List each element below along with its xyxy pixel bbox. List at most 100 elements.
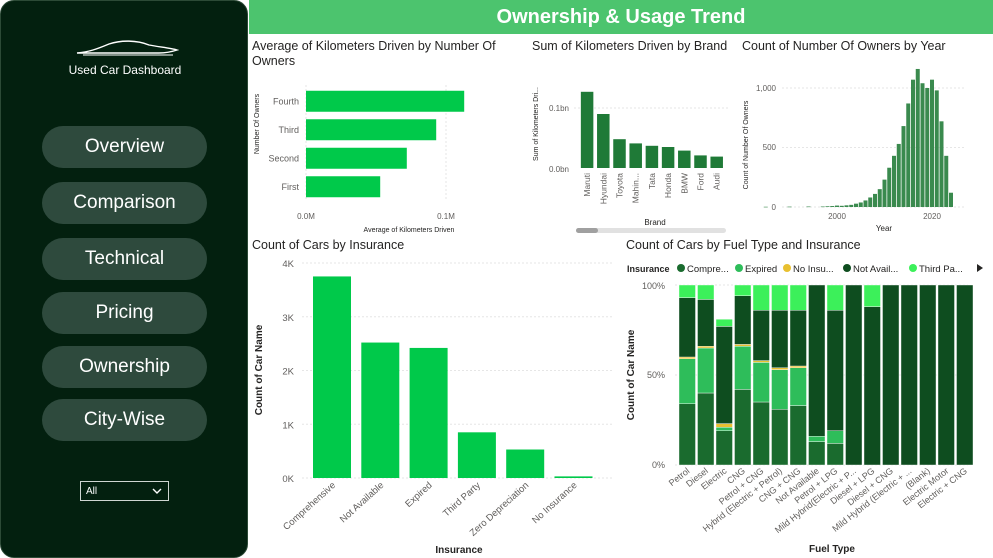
brand-bar[interactable] <box>613 139 626 168</box>
owners-bar[interactable] <box>306 90 465 112</box>
year-bar[interactable] <box>944 155 949 207</box>
fuel-stack-segment[interactable] <box>715 319 733 327</box>
fuel-stack-segment[interactable] <box>789 365 807 368</box>
year-bar[interactable] <box>854 203 858 207</box>
nav-ownership-button[interactable]: Ownership <box>42 346 207 388</box>
year-bar[interactable] <box>787 206 792 208</box>
year-bar[interactable] <box>763 206 768 208</box>
brand-bar[interactable] <box>710 156 723 168</box>
year-bar[interactable] <box>844 205 849 207</box>
fuel-stack-segment[interactable] <box>734 284 752 297</box>
year-bar[interactable] <box>915 68 920 208</box>
brand-bar[interactable] <box>694 155 707 168</box>
insurance-bar[interactable] <box>554 476 593 478</box>
year-bar[interactable] <box>863 200 868 207</box>
nav-technical-button[interactable]: Technical <box>42 238 207 280</box>
scrollbar-thumb[interactable] <box>576 228 598 233</box>
fuel-stack-segment[interactable] <box>826 284 844 311</box>
year-bar[interactable] <box>930 79 934 207</box>
fuel-stack-segment[interactable] <box>752 401 770 466</box>
year-bar[interactable] <box>839 205 844 207</box>
brand-bar[interactable] <box>629 143 642 168</box>
legend-label[interactable]: Compre... <box>687 264 729 275</box>
horizontal-scrollbar[interactable] <box>576 228 726 233</box>
legend-label[interactable]: No Insu... <box>793 264 834 275</box>
fuel-stack-segment[interactable] <box>715 430 733 466</box>
fuel-stack-segment[interactable] <box>752 310 770 361</box>
fuel-stack-segment[interactable] <box>734 346 752 390</box>
fuel-stack-segment[interactable] <box>789 367 807 406</box>
legend-label[interactable]: Third Pa... <box>919 264 963 275</box>
year-bar[interactable] <box>868 197 873 207</box>
owners-bar[interactable] <box>306 119 437 141</box>
fuel-stack-segment[interactable] <box>845 284 863 466</box>
fuel-stack-segment[interactable] <box>771 409 789 466</box>
fuel-stack-segment[interactable] <box>697 284 715 300</box>
fuel-stack-segment[interactable] <box>789 284 807 311</box>
fuel-stack-segment[interactable] <box>697 299 715 347</box>
insurance-bar[interactable] <box>457 432 496 478</box>
nav-overview-button[interactable]: Overview <box>42 126 207 168</box>
year-bar[interactable] <box>896 143 901 207</box>
year-bar[interactable] <box>901 126 906 207</box>
fuel-stack-segment[interactable] <box>678 356 696 359</box>
year-bar[interactable] <box>806 206 811 208</box>
year-bar[interactable] <box>849 204 854 207</box>
year-bar[interactable] <box>920 83 925 207</box>
year-bar[interactable] <box>892 155 896 207</box>
fuel-stack-segment[interactable] <box>863 284 881 307</box>
legend-next-arrow-icon[interactable] <box>977 264 983 272</box>
fuel-stack-segment[interactable] <box>697 392 715 466</box>
nav-city-wise-button[interactable]: City-Wise <box>42 399 207 441</box>
year-bar[interactable] <box>873 193 877 207</box>
fuel-stack-segment[interactable] <box>826 443 844 466</box>
fuel-stack-segment[interactable] <box>919 284 937 466</box>
brand-bar[interactable] <box>678 150 691 168</box>
fuel-stack-segment[interactable] <box>789 405 807 466</box>
nav-comparison-button[interactable]: Comparison <box>42 182 207 224</box>
fuel-stack-segment[interactable] <box>808 436 826 442</box>
insurance-bar[interactable] <box>313 276 351 478</box>
brand-bar[interactable] <box>661 147 675 168</box>
legend-label[interactable]: Expired <box>745 264 777 275</box>
year-bar[interactable] <box>820 206 825 208</box>
brand-bar[interactable] <box>580 91 594 168</box>
brand-bar[interactable] <box>597 114 610 168</box>
fuel-stack-segment[interactable] <box>808 441 826 466</box>
year-bar[interactable] <box>830 206 835 207</box>
fuel-stack-segment[interactable] <box>734 389 752 466</box>
fuel-stack-segment[interactable] <box>715 427 733 432</box>
owners-bar[interactable] <box>306 176 381 198</box>
fuel-stack-segment[interactable] <box>752 284 770 311</box>
fuel-stack-segment[interactable] <box>956 284 974 466</box>
year-bar[interactable] <box>934 90 939 207</box>
year-bar[interactable] <box>887 167 892 207</box>
fuel-stack-segment[interactable] <box>937 284 955 466</box>
fuel-stack-segment[interactable] <box>715 423 733 428</box>
year-bar[interactable] <box>911 79 915 207</box>
fuel-stack-segment[interactable] <box>697 347 715 394</box>
year-bar[interactable] <box>949 192 953 207</box>
fuel-stack-segment[interactable] <box>771 369 789 410</box>
fuel-stack-segment[interactable] <box>734 295 752 345</box>
fuel-stack-segment[interactable] <box>789 310 807 367</box>
fuel-stack-segment[interactable] <box>826 430 844 444</box>
year-bar[interactable] <box>882 179 887 207</box>
insurance-bar[interactable] <box>506 449 545 478</box>
year-bar[interactable] <box>939 121 944 207</box>
year-bar[interactable] <box>835 205 839 207</box>
fuel-stack-segment[interactable] <box>734 344 752 347</box>
year-bar[interactable] <box>825 206 830 207</box>
fuel-stack-segment[interactable] <box>771 310 789 369</box>
fuel-stack-segment[interactable] <box>678 403 696 466</box>
fuel-stack-segment[interactable] <box>882 284 900 466</box>
city-slicer-dropdown[interactable]: All <box>80 481 169 501</box>
owners-bar[interactable] <box>306 147 407 169</box>
legend-label[interactable]: Not Avail... <box>853 264 898 275</box>
insurance-bar[interactable] <box>361 342 400 478</box>
fuel-stack-segment[interactable] <box>752 362 770 403</box>
fuel-stack-segment[interactable] <box>863 306 881 466</box>
fuel-stack-segment[interactable] <box>678 358 696 404</box>
fuel-stack-segment[interactable] <box>752 360 770 363</box>
nav-pricing-button[interactable]: Pricing <box>42 292 207 334</box>
